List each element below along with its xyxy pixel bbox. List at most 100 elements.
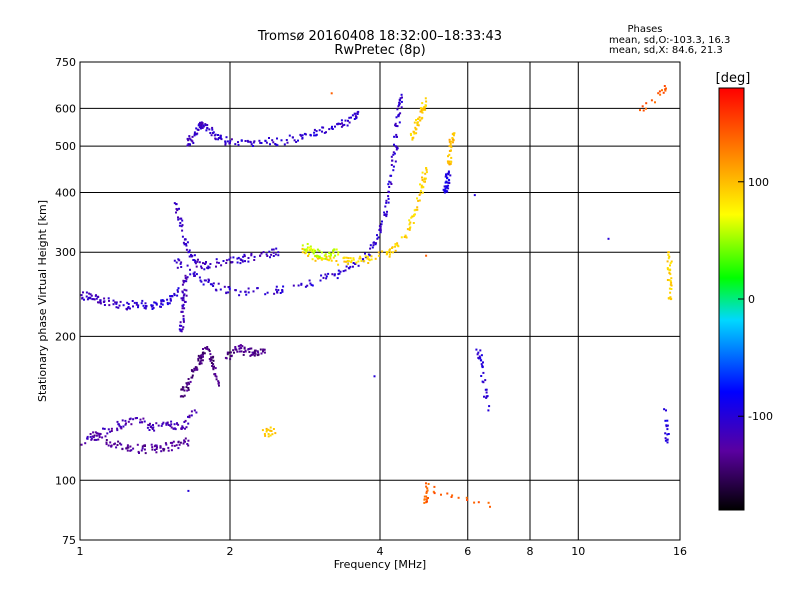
data-point [669,269,672,272]
data-point [345,265,348,268]
data-point [243,255,246,258]
data-point [210,283,213,286]
data-point [93,434,96,437]
data-point [259,141,262,144]
y-tick-label: 750 [55,56,76,69]
data-point [199,356,202,359]
data-point [348,260,351,263]
data-point [387,183,390,186]
data-point [356,113,359,115]
data-point [86,435,89,438]
data-point [175,203,178,206]
data-point [253,354,256,357]
data-point [264,139,267,142]
data-point [138,452,140,454]
data-point [331,128,334,130]
legend-line-o: mean, sd,O:-103.3, 16.3 [609,35,730,46]
data-point [484,388,487,391]
data-point [256,354,259,357]
data-point [182,297,185,300]
data-point [237,256,240,259]
data-point [309,245,312,248]
data-point [306,284,309,287]
data-point [360,260,363,262]
data-point [413,132,416,135]
data-point [311,249,314,252]
data-point [212,368,215,371]
data-point [285,139,288,141]
data-point [194,367,197,370]
data-point [95,434,98,437]
data-point [186,241,189,244]
data-point [85,291,88,294]
data-point [151,308,154,310]
data-point [131,300,134,302]
data-point [345,256,348,259]
data-point [81,296,84,299]
data-point [310,283,313,286]
data-point [193,133,196,136]
data-point [666,279,669,281]
data-point [179,217,182,220]
data-point [272,251,275,254]
data-point [191,135,194,138]
data-point [607,237,610,240]
data-point [186,264,189,267]
data-point [102,427,104,430]
x-tick-label: 2 [227,545,234,558]
data-point [413,213,416,216]
data-point [160,300,163,303]
data-point [330,127,333,130]
data-point [423,107,426,110]
data-point [135,417,138,419]
data-points [80,85,673,508]
data-point [419,119,422,122]
data-point [83,298,85,301]
data-point [666,419,669,422]
data-point [183,307,186,310]
data-point [373,375,376,378]
data-point [423,501,426,504]
chart-title: Tromsø 20160408 18:32:00–18:33:43 [257,29,502,44]
data-point [421,191,424,194]
data-point [448,138,451,141]
data-point [342,124,344,127]
data-point [177,218,180,221]
data-point [270,430,273,432]
data-point [217,261,220,264]
data-point [202,348,204,350]
y-tick-label: 500 [55,140,76,153]
data-point [188,416,191,419]
data-point [442,188,445,191]
data-point [183,238,186,241]
colorbar-tick-label: 0 [748,293,755,306]
data-point [209,132,212,134]
data-point [210,134,213,137]
data-point [195,127,198,130]
data-point [269,429,272,432]
data-point [424,97,427,100]
y-tick-label: 300 [55,246,76,259]
data-point [354,262,357,265]
data-point [445,185,448,188]
data-point [125,422,127,425]
data-point [179,262,182,265]
data-point [309,134,312,137]
data-point [262,251,265,254]
data-point [180,388,183,391]
data-point [337,122,340,125]
data-point [419,189,422,192]
data-point [374,257,377,260]
data-point [110,445,113,448]
data-point [183,243,186,246]
data-point [369,254,372,257]
data-point [99,302,102,305]
data-point [327,272,330,275]
data-point [148,429,151,431]
data-point [427,497,429,499]
data-point [126,446,129,449]
data-point [391,247,393,249]
data-point [181,235,184,238]
data-point [669,298,672,301]
data-point [250,143,253,146]
